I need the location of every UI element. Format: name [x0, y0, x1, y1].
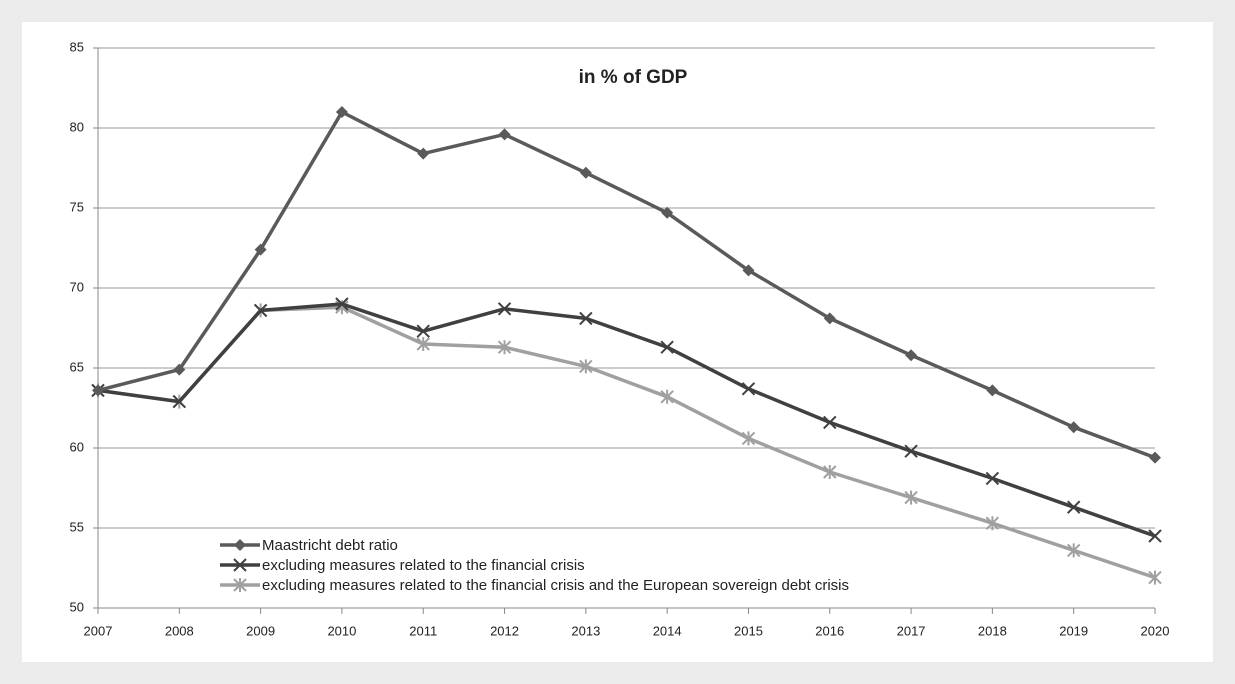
marker [417, 147, 430, 160]
marker [416, 324, 430, 338]
x-tick-label: 2020 [1141, 623, 1170, 638]
series-line [97, 302, 1156, 538]
marker [335, 106, 348, 118]
x-tick-label: 2019 [1059, 623, 1088, 638]
marker [233, 558, 247, 572]
y-tick-label: 80 [70, 119, 84, 134]
marker [1066, 543, 1081, 558]
marker [579, 311, 593, 326]
y-tick-label: 65 [70, 359, 84, 374]
marker [498, 128, 511, 141]
legend-label: excluding measures related to the financ… [262, 557, 585, 574]
marker [985, 516, 1000, 531]
x-tick-label: 2012 [490, 623, 519, 638]
marker [497, 340, 512, 355]
x-tick-label: 2011 [409, 623, 437, 638]
marker [579, 359, 593, 374]
marker [1149, 451, 1161, 464]
marker [904, 490, 918, 505]
marker [253, 303, 268, 318]
y-tick-label: 70 [70, 279, 84, 294]
series-line [97, 110, 1156, 460]
marker [904, 444, 918, 458]
chart-title: in % of GDP [579, 67, 688, 88]
marker [823, 465, 837, 479]
marker [661, 206, 674, 219]
marker [660, 389, 674, 404]
marker [985, 471, 1000, 486]
y-tick-label: 55 [70, 519, 84, 534]
y-tick-label: 85 [70, 39, 84, 54]
x-tick-label: 2014 [653, 623, 682, 638]
x-tick-label: 2009 [246, 623, 275, 638]
x-tick-label: 2007 [84, 623, 113, 638]
y-tick-label: 50 [70, 599, 84, 614]
marker [905, 349, 918, 362]
marker [823, 415, 837, 430]
marker [172, 394, 187, 409]
x-tick-label: 2017 [897, 623, 926, 638]
marker [335, 297, 349, 311]
marker [823, 312, 836, 325]
x-tick-label: 2010 [327, 623, 356, 638]
marker [986, 384, 999, 397]
marker [92, 384, 104, 397]
marker [234, 539, 246, 551]
marker [742, 264, 755, 277]
marker [1148, 529, 1162, 543]
x-tick-label: 2018 [978, 623, 1007, 638]
marker [1148, 570, 1162, 585]
marker [1066, 500, 1081, 514]
marker [579, 166, 592, 179]
panel [22, 22, 1213, 662]
marker [497, 302, 512, 316]
marker [173, 363, 186, 376]
y-tick-label: 60 [70, 439, 84, 454]
marker [660, 340, 674, 354]
x-tick-label: 2015 [734, 623, 763, 638]
x-tick-label: 2008 [165, 623, 194, 638]
legend-label: Maastricht debt ratio [262, 537, 398, 554]
y-tick-label: 75 [70, 199, 84, 214]
marker [416, 337, 430, 351]
marker [233, 578, 247, 592]
marker [1067, 421, 1080, 434]
marker [254, 243, 267, 256]
marker [741, 382, 756, 396]
x-tick-label: 2013 [571, 623, 600, 638]
x-tick-label: 2016 [815, 623, 844, 638]
legend-label: excluding measures related to the financ… [262, 577, 849, 594]
marker [741, 431, 756, 446]
